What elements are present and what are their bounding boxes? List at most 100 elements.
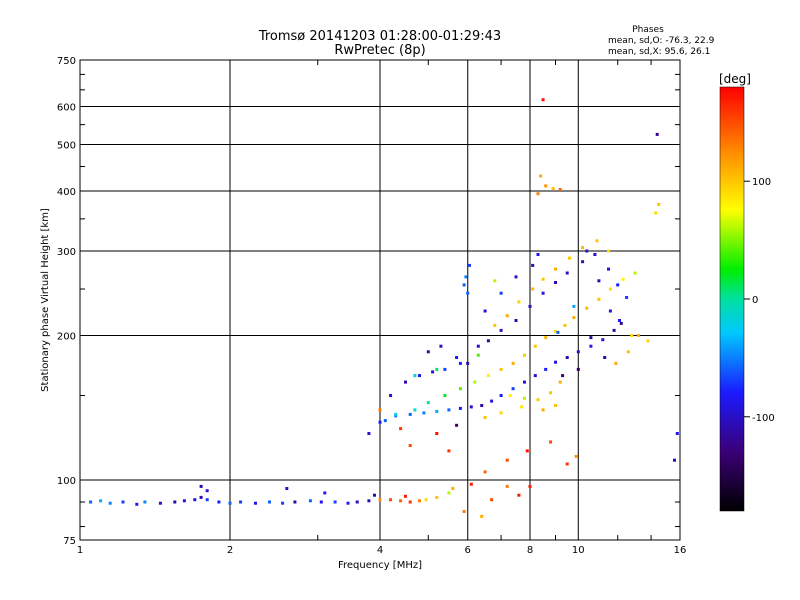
data-point xyxy=(281,501,285,505)
data-point xyxy=(508,394,512,397)
y-tick-label: 300 xyxy=(57,247,76,258)
data-point xyxy=(480,404,484,407)
data-point xyxy=(464,275,468,279)
data-point xyxy=(528,304,532,308)
data-point xyxy=(619,321,623,325)
data-point xyxy=(608,309,612,313)
data-point xyxy=(561,374,565,378)
data-point xyxy=(558,380,562,384)
data-point xyxy=(308,499,312,503)
colorbar-ticks: -100 0 100 xyxy=(744,177,775,424)
colorbar-label: [deg] xyxy=(719,72,751,86)
data-point xyxy=(490,498,494,502)
data-point xyxy=(476,344,480,348)
data-point xyxy=(541,291,545,295)
data-point xyxy=(422,411,426,415)
data-point xyxy=(399,427,403,431)
data-point xyxy=(657,203,661,206)
data-point xyxy=(525,449,529,453)
data-point xyxy=(597,297,601,301)
data-point xyxy=(505,314,509,318)
data-point xyxy=(486,374,490,378)
data-point xyxy=(505,484,509,488)
y-tick-label: 500 xyxy=(57,141,76,152)
data-point xyxy=(517,493,521,497)
data-point xyxy=(554,404,557,407)
data-point xyxy=(539,174,543,178)
data-point xyxy=(205,498,209,502)
data-point xyxy=(585,306,589,310)
data-point xyxy=(574,454,578,458)
data-point xyxy=(447,449,451,453)
data-point xyxy=(544,184,548,188)
data-point xyxy=(217,500,221,504)
y-axis-ticks: 75 100 200 300 400 500 600 750 xyxy=(57,56,680,547)
data-point xyxy=(431,370,435,374)
data-point xyxy=(511,387,515,391)
data-point xyxy=(589,344,593,348)
data-point xyxy=(458,406,462,410)
data-point xyxy=(389,498,393,502)
data-point xyxy=(626,350,630,354)
data-point xyxy=(199,495,203,499)
colorbar xyxy=(719,86,745,512)
data-point xyxy=(505,458,509,462)
data-point xyxy=(531,263,535,267)
data-point xyxy=(541,408,545,412)
data-point xyxy=(544,367,548,371)
data-point xyxy=(469,482,473,486)
data-point xyxy=(323,491,327,495)
data-point xyxy=(158,501,162,505)
phases-info-x: mean, sd,X: 95.6, 26.1 xyxy=(608,47,710,57)
data-point xyxy=(541,98,545,102)
data-point xyxy=(205,489,209,493)
data-point xyxy=(418,374,421,378)
x-tick-label: 2 xyxy=(227,545,233,556)
data-point xyxy=(458,361,462,365)
data-point xyxy=(581,246,585,250)
phases-info-o: mean, sd,O: -76.3, 22.9 xyxy=(608,36,715,46)
colorbar-tick-label: -100 xyxy=(752,413,775,424)
data-point xyxy=(378,420,382,424)
data-point xyxy=(576,350,580,354)
data-point xyxy=(544,336,548,340)
data-point xyxy=(493,279,497,283)
data-point xyxy=(593,253,597,256)
x-tick-label: 4 xyxy=(377,545,383,556)
data-point xyxy=(536,253,540,256)
data-point xyxy=(499,411,503,415)
data-point xyxy=(554,281,557,284)
data-point xyxy=(424,498,428,502)
data-point xyxy=(523,380,526,384)
data-point xyxy=(394,412,398,416)
data-point xyxy=(182,499,186,503)
data-point xyxy=(458,387,462,391)
data-point xyxy=(476,353,480,357)
data-point xyxy=(499,291,503,295)
data-point xyxy=(455,356,459,359)
data-point xyxy=(333,500,337,504)
data-point xyxy=(576,367,580,371)
data-point xyxy=(466,291,470,295)
data-point xyxy=(572,304,576,308)
data-point xyxy=(483,309,487,313)
data-point xyxy=(499,367,503,371)
data-point xyxy=(426,350,430,354)
data-point xyxy=(673,458,676,462)
data-point xyxy=(655,132,659,136)
data-point xyxy=(418,499,421,503)
data-point xyxy=(426,401,430,405)
data-point xyxy=(541,277,545,281)
y-tick-label: 100 xyxy=(57,476,76,487)
data-point xyxy=(646,339,650,343)
data-point xyxy=(413,374,417,378)
data-point xyxy=(607,267,610,271)
data-point xyxy=(435,432,439,435)
data-point xyxy=(568,256,571,260)
data-point xyxy=(447,408,451,412)
data-point xyxy=(435,409,439,413)
data-point xyxy=(597,279,601,283)
data-point xyxy=(581,260,585,264)
data-point xyxy=(462,510,466,513)
data-point xyxy=(373,493,376,497)
